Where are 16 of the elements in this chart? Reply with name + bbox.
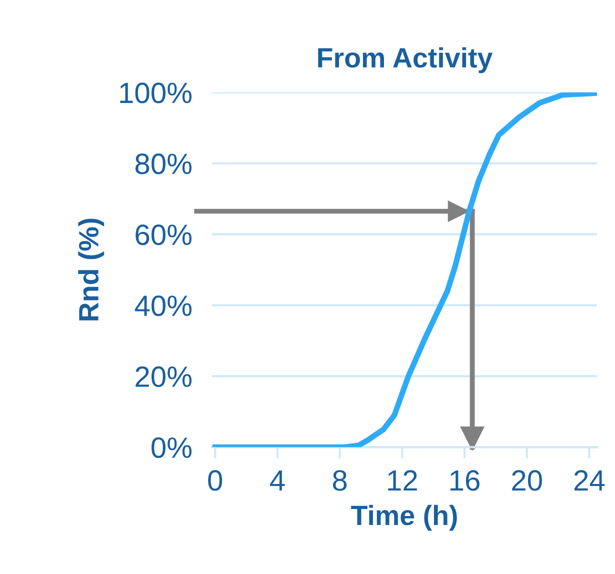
y-tick-label: 0% xyxy=(152,437,192,458)
y-tick-label: 20% xyxy=(136,366,192,388)
y-tick-label: 60% xyxy=(136,224,192,246)
x-axis-title: Time (h) xyxy=(351,504,457,531)
x-tick-label: 4 xyxy=(270,470,285,491)
x-tick-label: 20 xyxy=(512,470,542,491)
y-axis-title: Rnd (%) xyxy=(78,218,104,320)
x-tick-label: 8 xyxy=(332,470,347,491)
x-tick-label: 12 xyxy=(388,470,417,491)
x-tick-label: 24 xyxy=(574,470,605,491)
x-tick-label: 0 xyxy=(208,470,222,491)
chart-title: From Activity xyxy=(318,47,493,74)
x-tick-label: 16 xyxy=(450,470,480,491)
y-tick-label: 40% xyxy=(134,295,192,316)
y-tick-label: 100% xyxy=(120,82,192,104)
y-tick-label: 80% xyxy=(135,154,192,174)
